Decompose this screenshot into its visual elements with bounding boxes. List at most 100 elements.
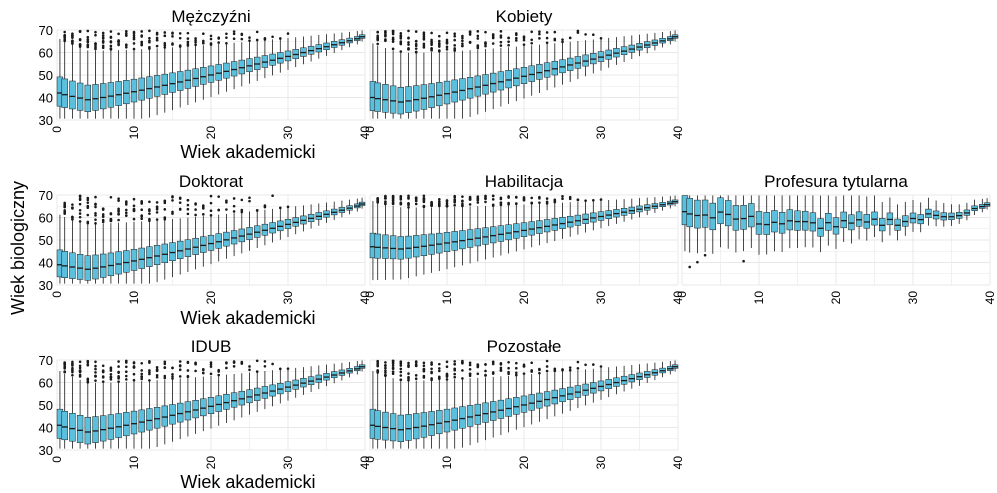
outlier-point	[140, 369, 143, 372]
outlier-point	[225, 32, 228, 36]
x-tick-label: 40	[671, 291, 685, 305]
outlier-point	[148, 360, 151, 363]
outlier-point	[468, 367, 472, 371]
outlier-point	[499, 201, 503, 204]
box	[382, 84, 389, 113]
outlier-point	[209, 194, 213, 198]
outlier-point	[422, 38, 426, 41]
outlier-point	[384, 369, 387, 372]
outlier-point	[545, 41, 549, 45]
outlier-point	[499, 36, 503, 39]
outlier-point	[140, 201, 143, 204]
outlier-point	[476, 45, 480, 49]
box	[559, 388, 566, 403]
box	[146, 246, 153, 267]
box	[153, 75, 161, 97]
outlier-point	[101, 376, 105, 379]
outlier-point	[117, 43, 120, 47]
x-tick-label: 40	[671, 126, 685, 140]
box	[153, 407, 161, 429]
box	[246, 58, 253, 73]
outlier-point	[263, 37, 267, 40]
outlier-point	[530, 370, 533, 373]
panel-1: Kobiety 0 10 20 30 40	[363, 7, 685, 139]
x-tick-label: 0	[363, 291, 377, 298]
outlier-point	[576, 31, 580, 34]
outlier-point	[391, 359, 395, 363]
outlier-point	[538, 197, 541, 200]
outlier-point	[78, 375, 82, 378]
box	[230, 61, 238, 77]
outlier-point	[117, 360, 120, 363]
outlier-point	[78, 30, 82, 33]
outlier-point	[384, 366, 387, 370]
outlier-point	[399, 41, 403, 45]
outlier-point	[530, 41, 533, 45]
outlier-point	[484, 200, 487, 204]
box	[207, 397, 215, 414]
outlier-point	[202, 368, 205, 372]
outlier-point	[391, 32, 395, 36]
outlier-point	[225, 361, 228, 365]
box	[436, 410, 443, 435]
outlier-point	[515, 36, 518, 40]
outlier-point	[217, 373, 220, 377]
outlier-point	[445, 38, 449, 42]
box	[863, 214, 870, 229]
outlier-point	[461, 369, 464, 372]
outlier-point	[186, 207, 190, 211]
outlier-point	[132, 361, 136, 364]
outlier-point	[407, 378, 410, 382]
outlier-point	[140, 361, 143, 365]
outlier-point	[109, 378, 113, 381]
outlier-point	[132, 372, 136, 376]
box	[794, 210, 801, 231]
box	[76, 415, 84, 443]
box	[809, 212, 817, 232]
outlier-point	[445, 42, 449, 45]
outlier-point	[407, 43, 410, 46]
outlier-point	[430, 38, 433, 42]
outlier-point	[86, 380, 90, 384]
outlier-point	[391, 364, 395, 367]
outlier-point	[109, 40, 113, 44]
outlier-point	[194, 208, 197, 211]
outlier-point	[584, 363, 587, 367]
outlier-point	[86, 363, 90, 367]
outlier-point	[376, 201, 380, 204]
y-tick-label: 50	[39, 68, 53, 83]
outlier-point	[86, 40, 90, 43]
box	[755, 211, 763, 235]
outlier-point	[94, 371, 97, 374]
outlier-point	[507, 366, 510, 370]
outlier-point	[71, 362, 74, 365]
outlier-point	[430, 40, 433, 44]
outlier-point	[94, 30, 97, 34]
x-tick-label: 30	[594, 126, 608, 140]
box	[200, 398, 207, 417]
x-tick-label: 20	[517, 291, 531, 305]
outlier-point	[194, 369, 197, 373]
outlier-point	[171, 35, 174, 38]
outlier-point	[94, 222, 97, 225]
panel-4: Profesura tytularna 0 10 20 30 40	[675, 172, 997, 304]
y-tick-label: 70	[39, 188, 53, 203]
outlier-point	[202, 39, 205, 43]
outlier-point	[438, 202, 441, 205]
outlier-point	[507, 360, 510, 364]
outlier-point	[209, 201, 213, 205]
outlier-point	[148, 36, 151, 40]
outlier-point	[561, 38, 564, 41]
box	[459, 406, 466, 429]
x-tick-label: 40	[358, 291, 372, 305]
box	[771, 210, 778, 233]
outlier-point	[71, 366, 74, 370]
box	[92, 416, 99, 443]
outlier-point	[109, 36, 113, 39]
outlier-point	[163, 46, 167, 49]
outlier-point	[101, 44, 105, 48]
outlier-point	[186, 40, 190, 44]
outlier-point	[438, 377, 441, 380]
outlier-point	[78, 202, 82, 206]
outlier-point	[155, 36, 159, 40]
